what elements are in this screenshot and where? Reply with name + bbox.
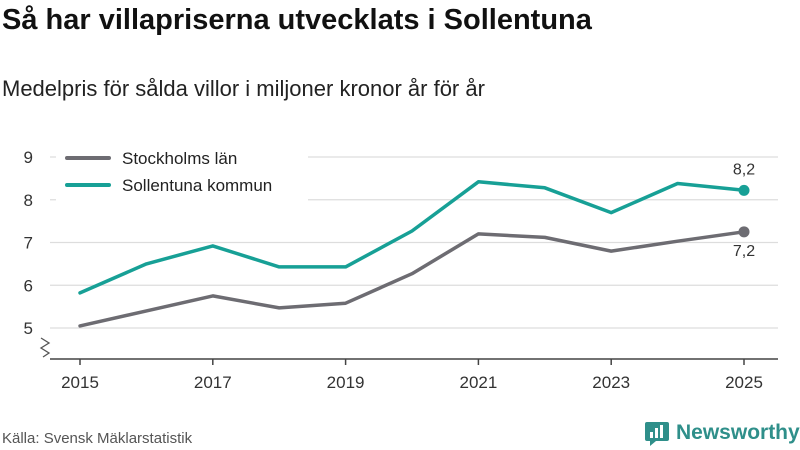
data-labels: 7,2 8,2 <box>733 161 755 259</box>
series-lines <box>78 180 750 328</box>
end-point-stockholm <box>738 226 750 238</box>
series-line-stockholm <box>78 230 746 328</box>
newsworthy-logo-icon <box>645 422 669 446</box>
source-note: Källa: Svensk Mäklarstatistik <box>2 430 193 447</box>
legend: Stockholms län Sollentuna kommun <box>56 145 308 201</box>
x-tick-label: 2015 <box>61 373 99 392</box>
axes: 9 8 7 6 5 2015 2017 2019 2021 2023 2025 <box>24 148 778 392</box>
legend-label-sollentuna: Sollentuna kommun <box>122 176 272 195</box>
x-tick-label: 2017 <box>194 373 232 392</box>
y-tick-label: 7 <box>24 234 33 253</box>
series-line-sollentuna <box>78 180 746 295</box>
y-tick-label: 9 <box>24 148 33 167</box>
legend-background <box>56 145 308 201</box>
x-tick-label: 2021 <box>459 373 497 392</box>
y-tick-label: 6 <box>24 276 33 295</box>
x-tick-label: 2019 <box>327 373 365 392</box>
x-tick-label: 2023 <box>592 373 630 392</box>
brand-logo: Newsworthy <box>644 418 800 448</box>
end-point-sollentuna <box>738 184 750 196</box>
y-tick-label: 8 <box>24 191 33 210</box>
end-label-stockholm: 7,2 <box>733 243 755 260</box>
end-label-sollentuna: 8,2 <box>733 161 755 178</box>
brand-name: Newsworthy <box>676 421 800 444</box>
x-tick-label: 2025 <box>725 373 763 392</box>
legend-label-stockholm: Stockholms län <box>122 149 237 168</box>
axis-break-icon <box>39 337 51 358</box>
chart-subtitle: Medelpris för sålda villor i miljoner kr… <box>2 76 485 101</box>
chart-title: Så har villapriserna utvecklats i Sollen… <box>2 4 592 36</box>
y-tick-label: 5 <box>24 319 33 338</box>
